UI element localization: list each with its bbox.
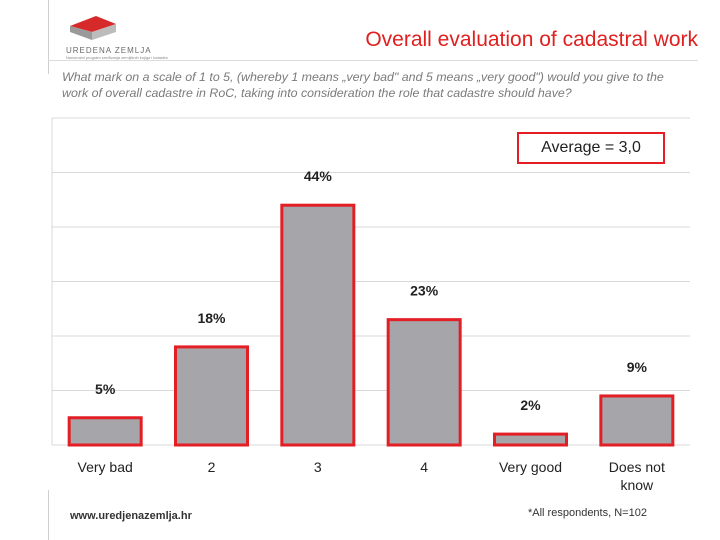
bar-2 (280, 203, 356, 447)
category-label-3: 4 (420, 459, 428, 475)
chart-bars (67, 203, 675, 447)
category-label-1: 2 (208, 459, 216, 475)
chart-category-labels: Very bad 2 3 4 Very good Does not know (78, 459, 665, 493)
value-label-4: 2% (520, 397, 541, 413)
logo: UREDENA ZEMLJA Nacionalni program sređiv… (66, 14, 216, 60)
chart-value-labels: 5% 18% 44% 23% 2% 9% (95, 168, 647, 413)
logo-mark (70, 16, 116, 40)
average-badge: Average = 3,0 (517, 132, 665, 164)
page-title: Overall evaluation of cadastral work (365, 28, 698, 51)
value-label-2: 44% (304, 168, 333, 184)
value-label-0: 5% (95, 381, 116, 397)
header-divider (48, 0, 49, 74)
logo-tagline: Nacionalni program sređivanja zemljišnih… (66, 55, 168, 60)
category-label-4: Very good (499, 459, 562, 475)
footer-divider (48, 490, 49, 540)
bar-3 (386, 318, 462, 447)
value-label-5: 9% (627, 359, 648, 375)
bar-5 (599, 394, 675, 447)
survey-question: What mark on a scale of 1 to 5, (whereby… (62, 70, 664, 100)
logo-wordmark: UREDENA ZEMLJA (66, 46, 152, 55)
bar-0 (67, 416, 143, 447)
category-label-5-line-0: Does not (609, 459, 665, 475)
footer-note: *All respondents, N=102 (528, 507, 647, 519)
category-label-5-line-1: know (620, 477, 654, 493)
chart-gridlines (51, 117, 690, 446)
value-label-1: 18% (197, 310, 226, 326)
bar-chart: 5% 18% 44% 23% 2% 9% Very bad 2 3 4 Very good Does… (51, 117, 690, 493)
value-label-3: 23% (410, 283, 439, 299)
footer-website: www.uredjenazemlja.hr (70, 510, 192, 522)
bar-1 (174, 345, 249, 447)
category-label-2: 3 (314, 459, 322, 475)
bar-4 (493, 432, 568, 447)
title-underline (48, 60, 698, 61)
category-label-0: Very bad (78, 459, 133, 475)
